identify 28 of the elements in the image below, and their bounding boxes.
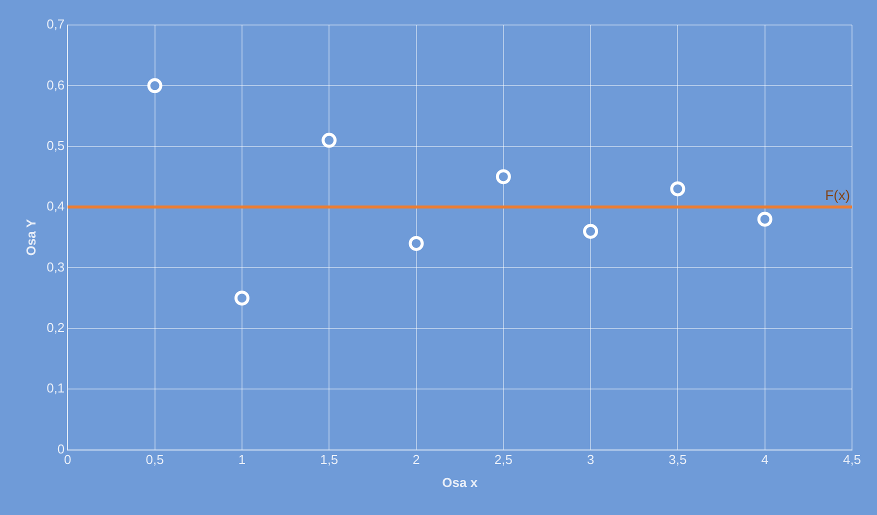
point	[757, 212, 772, 227]
point	[583, 224, 598, 239]
point	[670, 181, 686, 196]
x-tick-label: 2,5	[494, 452, 512, 468]
x-tick-label: 3	[586, 452, 594, 468]
point	[234, 290, 250, 306]
ref-line-label: F(x)	[825, 186, 850, 203]
y-tick-label: 0,1	[46, 380, 65, 396]
y-tick-label: 0	[57, 441, 65, 456]
x-tick-label: 4	[761, 452, 768, 468]
y-tick-label: 0,3	[46, 259, 65, 274]
x-tick-label: 1,5	[320, 452, 338, 468]
y-tick-label: 0,7	[46, 16, 65, 32]
y-tick-label: 0,2	[46, 320, 65, 336]
point	[408, 236, 424, 251]
point	[496, 169, 511, 184]
point	[322, 132, 337, 148]
x-tick-label: 3,5	[668, 452, 687, 468]
y-axis-title: Osa Y	[23, 218, 38, 256]
x-tick-label: 0,5	[146, 452, 164, 468]
y-tick-label: 0,5	[46, 138, 65, 153]
x-axis-title: Osa x	[442, 474, 478, 490]
x-tick-label: 1	[238, 452, 246, 468]
y-tick-label: 0,4	[46, 198, 65, 214]
x-tick-label: 4,5	[842, 452, 862, 468]
y-tick-label: 0,6	[46, 77, 65, 92]
point	[147, 78, 162, 94]
x-tick-label: 2	[412, 452, 420, 468]
